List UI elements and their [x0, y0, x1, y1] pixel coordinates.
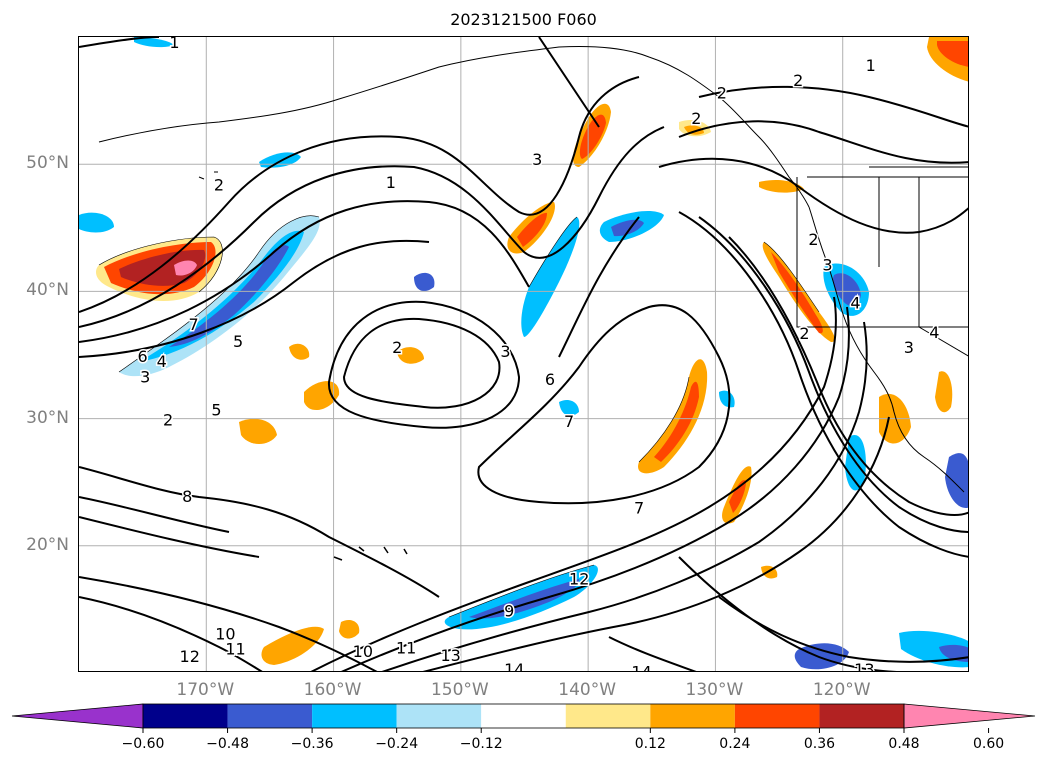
colorbar-tick-label: −0.60 [122, 736, 165, 752]
anomaly-shading [79, 37, 969, 669]
colorbar-segment [481, 704, 566, 728]
contour-label: 2 [717, 84, 727, 103]
colorbar-tick-label: 0.36 [804, 736, 835, 752]
contour-label: 1 [866, 56, 876, 75]
colorbar-segment [397, 704, 482, 728]
colorbar-tick-label: −0.12 [460, 736, 503, 752]
contour-label: 11 [396, 638, 416, 657]
contour-label: 4 [157, 352, 167, 371]
longitude-label: 170°W [176, 680, 234, 700]
latitude-label: 40°N [26, 280, 69, 300]
pos-anomaly-east-center [638, 359, 707, 473]
colorbar-tick-label: −0.48 [206, 736, 249, 752]
colorbar-tick-label: 0.48 [888, 736, 919, 752]
contour-label: 4 [850, 294, 860, 313]
coastlines [99, 46, 969, 672]
contour-label: 2 [214, 175, 224, 194]
colorbar-segment [650, 704, 735, 728]
contour-label: 1 [386, 173, 396, 192]
longitude-label: 150°W [431, 680, 489, 700]
contour-label: 2 [691, 109, 701, 128]
colorbar-segment [819, 704, 904, 728]
contour-label: 12 [569, 570, 589, 589]
contour-label: 14 [631, 663, 651, 673]
contour-label: 7 [188, 315, 198, 334]
contour-label: 3 [140, 367, 150, 386]
latitude-label: 50°N [26, 153, 69, 173]
height-contours [79, 37, 969, 672]
colorbar-segment [143, 704, 228, 728]
contour-label: 6 [138, 347, 148, 366]
colorbar-segment [312, 704, 397, 728]
colorbar-tick-label: 0.24 [719, 736, 750, 752]
colorbar-extend-max [904, 704, 1035, 728]
longitude-label: 140°W [558, 680, 616, 700]
contour-label: 12 [180, 647, 200, 666]
contour-label: 3 [822, 255, 832, 274]
contour-label: 11 [225, 640, 245, 659]
contour-label: 10 [353, 642, 373, 661]
contour-label: 2 [808, 230, 818, 249]
colorbar-tick-label: 0.60 [973, 736, 1004, 752]
contour-label: 5 [233, 332, 243, 351]
contour-label: 5 [211, 400, 221, 419]
map-title: 2023121500 F060 [0, 10, 1047, 29]
contour-label: 7 [634, 498, 644, 517]
contour-label: 14 [504, 660, 524, 672]
contour-label: 3 [500, 342, 510, 361]
contour-label: 2 [799, 324, 809, 343]
colorbar [0, 700, 1047, 765]
colorbar-segment [566, 704, 651, 728]
latitude-label: 20°N [26, 535, 69, 555]
colorbar-tick-label: −0.36 [291, 736, 334, 752]
colorbar-segments [12, 704, 1035, 733]
graticule-grid [79, 37, 969, 672]
colorbar-tick-label: −0.24 [375, 736, 418, 752]
latitude-label: 30°N [26, 408, 69, 428]
contour-label: 2 [163, 411, 173, 430]
map-plot-area: 1 2 1 3 2 3 6 7 5 6 4 3 2 5 8 7 7 9 12 10 11 12 10 11 13 14 14 13 2 2… [78, 36, 969, 672]
longitude-label: 160°W [304, 680, 362, 700]
contour-label: 8 [182, 487, 192, 506]
contour-label: 13 [854, 660, 874, 672]
contour-label: 9 [504, 601, 514, 620]
contour-label: 2 [793, 71, 803, 90]
contour-label: 7 [564, 412, 574, 431]
contour-label: 3 [904, 338, 914, 357]
contour-label: 3 [532, 150, 542, 169]
colorbar-tick-label: 0.12 [635, 736, 666, 752]
contour-label: 13 [440, 646, 460, 665]
contour-label: 6 [545, 370, 555, 389]
contour-label: 2 [392, 338, 402, 357]
colorbar-extend-min [12, 704, 143, 728]
contour-label: 4 [929, 323, 939, 342]
longitude-label: 120°W [813, 680, 871, 700]
contour-label: 1 [169, 37, 179, 52]
colorbar-segment [735, 704, 820, 728]
colorbar-segment [228, 704, 313, 728]
longitude-label: 130°W [686, 680, 744, 700]
